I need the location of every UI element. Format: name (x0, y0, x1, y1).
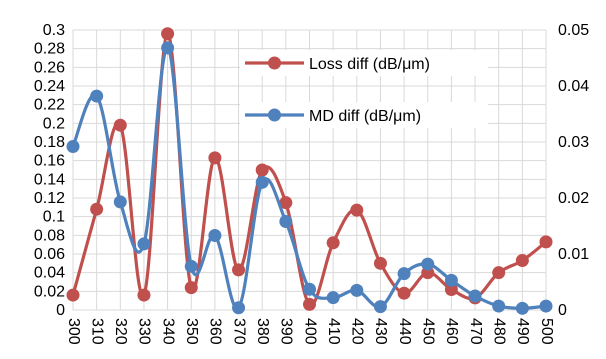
x-tick-label: 350 (183, 318, 200, 345)
legend-item-loss-diff: Loss diff (dB/μm) (240, 50, 488, 76)
data-point-loss-diff (444, 282, 458, 296)
y-left-tick-label: 0.1 (43, 209, 65, 226)
y-right-tick-label: 0.01 (558, 246, 589, 263)
y-left-tick-label: 0.16 (34, 153, 65, 170)
x-tick-label: 470 (467, 318, 484, 345)
data-point-md-diff (303, 282, 316, 296)
data-point-md-diff (326, 291, 340, 305)
data-point-md-diff (350, 283, 364, 297)
data-point-md-diff (208, 229, 222, 243)
y-left-tick-label: 0.26 (34, 59, 65, 76)
data-point-loss-diff (255, 163, 269, 177)
y-left-tick-label: 0.12 (34, 190, 65, 207)
data-point-md-diff (444, 273, 458, 287)
data-point-md-diff (113, 195, 127, 209)
data-point-md-diff (468, 289, 482, 303)
data-point-md-diff (137, 237, 151, 251)
series-loss-diff (66, 27, 553, 311)
y-right-tick-label: 0.04 (558, 78, 589, 95)
data-point-loss-diff (137, 288, 151, 302)
data-point-md-diff (397, 267, 411, 281)
x-tick-label: 340 (159, 318, 176, 345)
data-point-md-diff (539, 299, 553, 313)
x-tick-label: 370 (230, 318, 247, 345)
data-point-md-diff (184, 259, 198, 273)
right-y-axis: 0 0.01 0.02 0.03 0.04 0.05 (558, 22, 589, 319)
x-tick-label: 400 (301, 318, 318, 345)
data-point-md-diff (161, 41, 175, 55)
series-md-diff (66, 41, 553, 315)
y-left-tick-label: 0.14 (34, 171, 65, 188)
data-point-loss-diff (492, 266, 506, 280)
x-tick-label: 440 (396, 318, 413, 345)
series-layer (66, 27, 553, 315)
x-tick-label: 420 (349, 318, 366, 345)
legend-swatch-marker-md-diff (268, 108, 281, 122)
data-point-md-diff (255, 175, 269, 189)
data-point-loss-diff (303, 297, 316, 311)
x-tick-label: 320 (112, 318, 129, 345)
data-point-loss-diff (208, 151, 222, 165)
legend: Loss diff (dB/μm) MD diff (dB/μm) (240, 50, 488, 128)
x-tick-label: 330 (136, 318, 153, 345)
y-right-tick-label: 0.03 (558, 134, 589, 151)
x-tick-label: 380 (254, 318, 271, 345)
y-left-tick-label: 0.3 (43, 22, 65, 39)
y-left-tick-label: 0.08 (34, 227, 65, 244)
x-tick-label: 480 (490, 318, 507, 345)
x-tick-label: 450 (420, 318, 437, 345)
data-point-loss-diff (350, 203, 364, 217)
data-point-loss-diff (326, 236, 340, 250)
legend-item-md-diff: MD diff (dB/μm) (240, 102, 488, 128)
x-tick-label: 360 (207, 318, 224, 345)
x-tick-label: 460 (443, 318, 460, 345)
data-point-loss-diff (539, 235, 553, 249)
x-tick-label: 490 (514, 318, 531, 345)
data-point-loss-diff (397, 286, 411, 300)
data-point-loss-diff (373, 256, 387, 270)
x-tick-label: 500 (538, 318, 555, 345)
x-tick-label: 300 (65, 318, 82, 345)
data-point-loss-diff (113, 118, 127, 132)
x-tick-label: 390 (278, 318, 295, 345)
y-left-tick-label: 0.28 (34, 41, 65, 58)
y-left-tick-label: 0.18 (34, 134, 65, 151)
y-right-tick-label: 0.02 (558, 190, 589, 207)
data-point-loss-diff (184, 281, 198, 295)
data-point-md-diff (515, 301, 529, 315)
legend-label-md-diff: MD diff (dB/μm) (309, 108, 421, 125)
x-axis: 300 310 320 330 340 350 360 370 380 390 400 410 420 4… (65, 318, 555, 345)
data-point-md-diff (279, 215, 293, 229)
data-point-md-diff (421, 257, 435, 271)
data-point-md-diff (492, 299, 506, 313)
data-point-loss-diff (232, 263, 246, 277)
data-point-md-diff (232, 301, 246, 315)
y-right-tick-label: 0 (558, 302, 567, 319)
data-point-loss-diff (515, 254, 529, 268)
data-point-loss-diff (279, 196, 293, 210)
y-left-tick-label: 0.04 (34, 265, 65, 282)
x-tick-label: 310 (88, 318, 105, 345)
y-left-tick-label: 0 (56, 302, 65, 319)
y-left-tick-label: 0.22 (34, 97, 65, 114)
x-tick-label: 410 (325, 318, 342, 345)
y-left-tick-label: 0.06 (34, 246, 65, 263)
data-point-md-diff (66, 139, 80, 153)
legend-label-loss-diff: Loss diff (dB/μm) (309, 56, 430, 73)
left-y-axis: 00.020.040.060.080.10.120.140.160.180.20… (34, 22, 65, 319)
x-tick-label: 430 (372, 318, 389, 345)
data-point-loss-diff (66, 288, 80, 302)
y-left-tick-label: 0.24 (34, 78, 65, 95)
data-point-loss-diff (90, 202, 104, 216)
y-right-tick-label: 0.05 (558, 22, 589, 39)
y-left-tick-label: 0.2 (43, 115, 65, 132)
data-point-md-diff (373, 300, 387, 314)
y-left-tick-label: 0.02 (34, 283, 65, 300)
legend-swatch-marker-loss-diff (268, 56, 281, 70)
data-point-md-diff (90, 89, 104, 103)
data-point-loss-diff (161, 27, 175, 41)
